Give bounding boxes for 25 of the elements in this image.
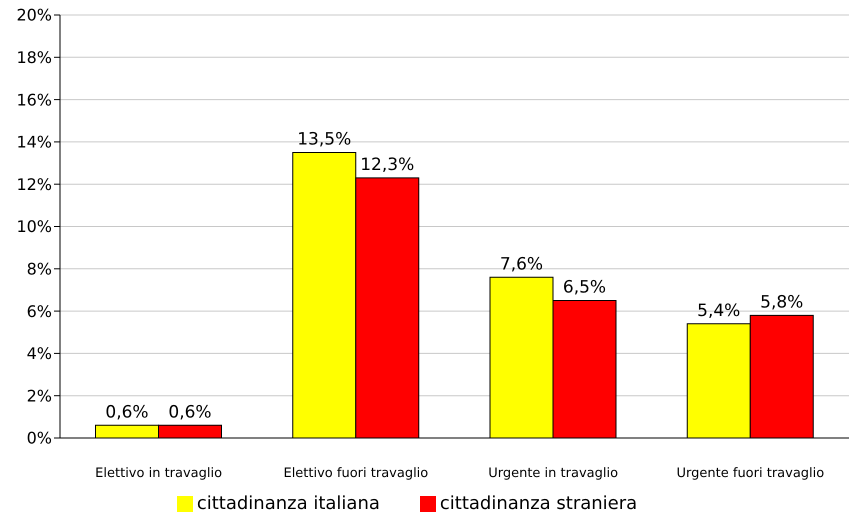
y-tick-label: 14% [16, 132, 52, 152]
x-tick-label: Elettivo fuori travaglio [283, 466, 428, 482]
y-tick-label: 8% [26, 259, 52, 278]
y-tick-label: 12% [16, 174, 52, 194]
data-label: 12,3% [360, 154, 414, 175]
data-label: 5,4% [697, 300, 740, 321]
x-tick-label: Urgente in travaglio [488, 466, 618, 482]
legend-label: cittadinanza straniera [440, 493, 638, 514]
y-tick-label: 18% [16, 48, 52, 67]
y-tick-label: 16% [16, 90, 52, 110]
x-tick-label: Elettivo in travaglio [95, 466, 222, 482]
data-label: 7,6% [500, 254, 544, 274]
legend-label: cittadinanza italiana [196, 493, 380, 514]
data-label: 6,5% [562, 278, 606, 298]
data-label: 0,6% [168, 402, 212, 422]
y-tick-label: 20% [16, 6, 52, 25]
data-label: 13,5% [297, 129, 352, 150]
data-label: 5,8% [760, 292, 804, 312]
y-tick-label: 2% [26, 386, 52, 406]
y-tick-label: 6% [26, 302, 52, 321]
y-tick-label: 4% [26, 344, 52, 364]
x-tick-label: Urgente fuori travaglio [676, 466, 824, 482]
y-tick-label: 10% [16, 217, 52, 236]
data-label: 0,6% [105, 402, 149, 422]
y-tick-label: 0% [26, 428, 52, 448]
